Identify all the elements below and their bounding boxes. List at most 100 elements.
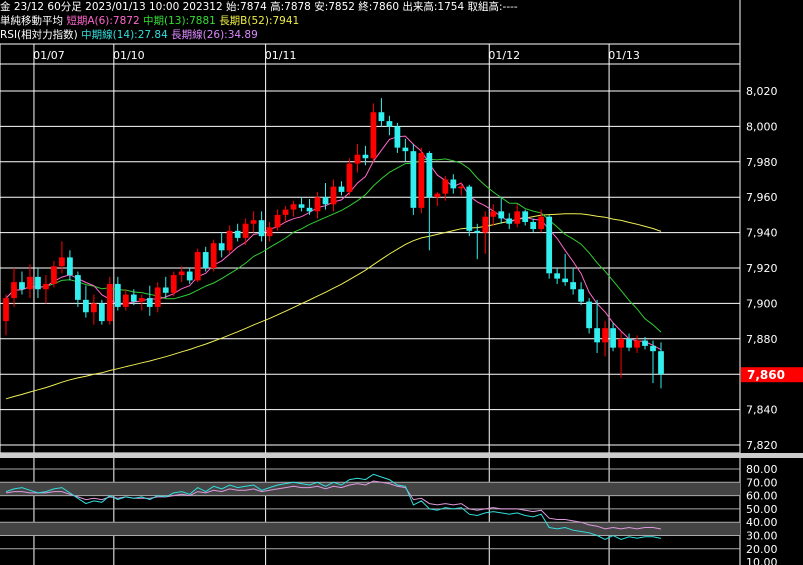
candle-body bbox=[530, 221, 537, 230]
last-price-box bbox=[741, 367, 803, 383]
candle-body bbox=[298, 204, 305, 208]
price-tick-label: 8,000 bbox=[746, 120, 778, 133]
price-tick-label: 7,900 bbox=[746, 297, 778, 310]
candle-body bbox=[138, 298, 145, 302]
rsi-tick-label: 50.00 bbox=[746, 503, 778, 516]
rsi-long-label: 長期線(26):34.89 bbox=[171, 29, 258, 41]
ma-short-label: 短期A(6):7872 bbox=[66, 15, 140, 27]
candle-body bbox=[186, 271, 193, 281]
candle-body bbox=[114, 283, 121, 307]
candle-body bbox=[330, 186, 337, 205]
candle-body bbox=[362, 154, 369, 159]
price-tick-label: 7,980 bbox=[746, 156, 778, 169]
candle-body bbox=[290, 204, 297, 210]
rsi-legend-title: RSI(相対力指数) bbox=[0, 29, 78, 41]
candle-body bbox=[490, 211, 497, 217]
candle-body bbox=[626, 338, 632, 348]
candle-body bbox=[266, 227, 273, 237]
rsi-tick-label: 30.00 bbox=[746, 530, 778, 543]
candle-body bbox=[458, 186, 465, 189]
price-tick-label: 7,940 bbox=[746, 227, 778, 240]
last-price-tag: 7,860 bbox=[741, 367, 803, 383]
candle-body bbox=[162, 287, 169, 293]
price-panel bbox=[0, 43, 741, 454]
rsi-tick-label: 40.00 bbox=[746, 516, 778, 529]
candle-body bbox=[354, 154, 361, 164]
candle-body bbox=[474, 230, 481, 233]
candle-body bbox=[11, 282, 17, 299]
candle-body bbox=[602, 328, 608, 343]
candle-body bbox=[466, 186, 473, 231]
candle-body bbox=[338, 186, 345, 192]
candle-body bbox=[90, 303, 97, 313]
date-axis: 01/07 01/10 01/11 01/12 01/13 bbox=[33, 49, 640, 62]
candle-body bbox=[650, 345, 656, 352]
rsi-legend: RSI(相対力指数) 中期線(14):27.84 長期線(26):34.89 bbox=[0, 28, 258, 42]
last-price-label: 7,860 bbox=[747, 368, 785, 382]
candle-body bbox=[554, 273, 561, 279]
candle-body bbox=[402, 147, 409, 152]
ma-long-label: 長期B(52):7941 bbox=[219, 15, 300, 27]
candle-body bbox=[322, 197, 329, 205]
price-axis: 7,8207,8407,8607,8807,9007,9207,9407,960… bbox=[746, 85, 778, 452]
candle-body bbox=[562, 278, 569, 283]
rsi-mid-label: 中期線(14):27.84 bbox=[81, 29, 168, 41]
candle-body bbox=[538, 216, 545, 230]
candle-body bbox=[226, 230, 233, 251]
price-tick-label: 7,840 bbox=[746, 404, 778, 417]
ma-legend: 単純移動平均 短期A(6):7872 中期(13):7881 長期B(52):7… bbox=[0, 14, 299, 28]
candle-body bbox=[59, 257, 65, 267]
rsi-tick-label: 70.00 bbox=[746, 476, 778, 489]
candle-body bbox=[450, 179, 457, 189]
rsi-tick-label: 20.00 bbox=[746, 543, 778, 556]
panel-separator bbox=[0, 453, 803, 458]
candle-body bbox=[434, 193, 441, 198]
candle-body bbox=[410, 151, 417, 208]
date-label: 01/12 bbox=[488, 49, 520, 62]
candle-body bbox=[546, 216, 553, 274]
candle-body bbox=[242, 223, 249, 238]
candle-body bbox=[75, 275, 81, 300]
candle-body bbox=[3, 298, 9, 322]
date-label: 01/13 bbox=[608, 49, 640, 62]
ma-long-line bbox=[5, 213, 662, 400]
candle-body bbox=[370, 112, 377, 159]
candle-body bbox=[194, 252, 201, 281]
price-tick-label: 7,880 bbox=[746, 333, 778, 346]
candle-body bbox=[594, 328, 600, 343]
rsi-tick-label: 80.00 bbox=[746, 463, 778, 476]
candle-body bbox=[282, 209, 289, 215]
candle-body bbox=[218, 243, 225, 251]
candle-body bbox=[514, 211, 521, 224]
candle-body bbox=[642, 340, 648, 346]
candle-body bbox=[210, 243, 217, 268]
candle-body bbox=[314, 197, 321, 212]
ma-legend-title: 単純移動平均 bbox=[0, 15, 63, 27]
candle-body bbox=[178, 271, 185, 276]
candle-body bbox=[274, 214, 281, 228]
rsi-tick-label: 10.00 bbox=[746, 556, 778, 565]
candle-body bbox=[618, 338, 624, 348]
candle-body bbox=[154, 287, 161, 307]
candle-body bbox=[19, 282, 25, 290]
candlesticks bbox=[3, 98, 664, 389]
candle-body bbox=[83, 299, 89, 313]
moving-average-lines bbox=[5, 135, 662, 400]
candle-body bbox=[418, 152, 425, 208]
date-label: 01/07 bbox=[33, 49, 65, 62]
candle-body bbox=[250, 220, 257, 224]
candle-body bbox=[482, 216, 489, 233]
candle-body bbox=[498, 211, 505, 219]
candle-body bbox=[442, 179, 449, 194]
candle-body bbox=[610, 328, 616, 348]
candle-body bbox=[67, 257, 73, 276]
candle-body bbox=[130, 294, 137, 302]
rsi-lower-band bbox=[0, 522, 740, 536]
candle-body bbox=[378, 112, 385, 122]
candle-body bbox=[35, 276, 41, 290]
candle-body bbox=[506, 218, 513, 224]
date-label: 01/10 bbox=[113, 49, 145, 62]
candle-body bbox=[258, 220, 265, 237]
